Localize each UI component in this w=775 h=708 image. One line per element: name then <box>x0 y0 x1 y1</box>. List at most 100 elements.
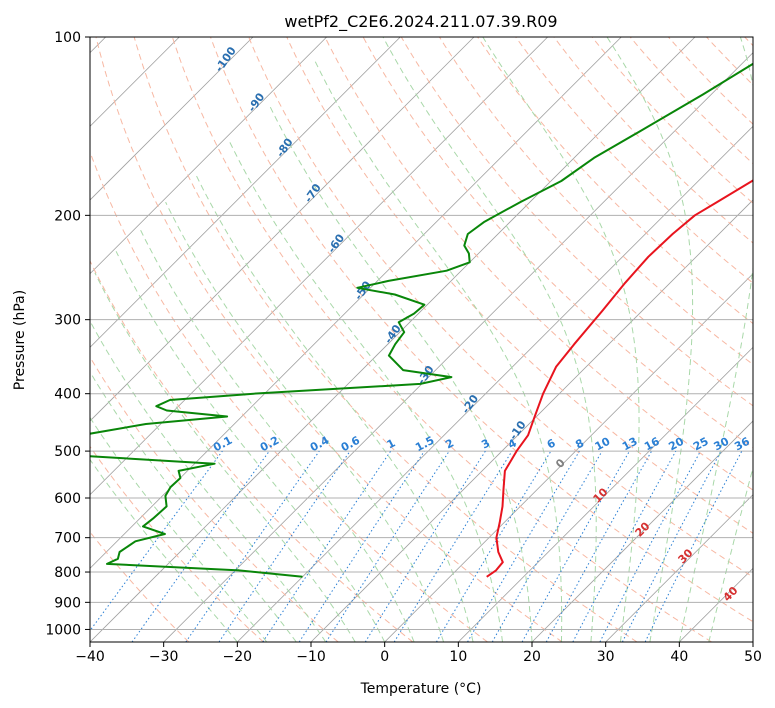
mixing-ratio-label: 25 <box>691 435 711 454</box>
mixing-ratio-line <box>572 450 677 642</box>
x-tick-label: 0 <box>380 649 389 665</box>
isotherm-line <box>90 37 622 569</box>
isotherm-line <box>384 273 753 642</box>
moist-adiabat-line <box>606 37 694 642</box>
x-tick-label: 30 <box>597 649 615 665</box>
mixing-ratio-line <box>90 450 223 632</box>
y-tick-label: 700 <box>54 531 81 547</box>
mixing-ratio-line <box>185 450 320 642</box>
x-tick-label: 10 <box>449 649 467 665</box>
lcl-temperature-label: -90 <box>245 90 267 114</box>
temperature-profile <box>486 179 753 578</box>
moist-adiabat-line <box>194 173 474 642</box>
mixing-ratio-line <box>521 450 630 642</box>
isotherm-line <box>531 420 753 642</box>
isotherm-line <box>458 346 753 642</box>
isotherm-line <box>605 494 753 642</box>
y-tick-label: 1000 <box>45 622 81 638</box>
dry-adiabat-line <box>744 37 753 47</box>
mixing-ratio-line <box>325 450 450 642</box>
dry-adiabat-line <box>90 150 488 642</box>
isotherm-line <box>752 641 753 642</box>
lcl-temperature-label: -70 <box>302 181 324 205</box>
lcl-temperature-label: -20 <box>459 392 481 416</box>
dry-adiabat-label: 10 <box>591 485 611 505</box>
moist-adiabat-line <box>94 272 356 642</box>
mixing-ratio-line <box>218 450 351 642</box>
x-axis-ticks: −40 −30 −20 −10 0 10 20 30 40 50 <box>75 642 762 665</box>
background-lines <box>90 37 753 642</box>
y-tick-label: 800 <box>54 565 81 581</box>
moist-adiabat-line <box>90 416 268 642</box>
isotherm-line <box>90 37 327 275</box>
dry-adiabat-label: 30 <box>676 546 696 566</box>
dry-adiabat-line <box>629 37 753 165</box>
moist-adiabat-line <box>90 370 297 642</box>
x-tick-label: −40 <box>75 649 105 665</box>
isotherm-line <box>679 567 753 642</box>
x-tick-label: −10 <box>296 649 326 665</box>
x-tick-label: 40 <box>670 649 688 665</box>
mixing-ratio-line <box>298 450 425 642</box>
isotherm-line <box>90 37 696 642</box>
moist-adiabat-line <box>115 251 386 642</box>
moist-adiabat-line <box>708 465 753 642</box>
x-axis-label: Temperature (°C) <box>360 681 482 697</box>
moist-adiabat-line <box>165 201 445 642</box>
mixing-ratio-label: 13 <box>620 435 640 454</box>
sounding-profiles <box>90 62 753 578</box>
y-tick-label: 400 <box>54 387 81 403</box>
moist-adiabat-line <box>139 227 415 642</box>
y-tick-label: 200 <box>54 208 81 224</box>
dewpoint-profile <box>90 62 753 578</box>
isotherm-line <box>90 37 254 201</box>
isotherm-line <box>90 37 475 422</box>
y-tick-label: 900 <box>54 595 81 611</box>
mixing-ratio-label: 8 <box>573 436 586 451</box>
isotherm-line <box>237 125 753 642</box>
lcl-temperature-label: -100 <box>212 44 239 74</box>
moist-adiabat-line <box>314 61 563 642</box>
dry-adiabat-line <box>553 37 753 244</box>
dry-adiabat-line <box>90 531 190 642</box>
moist-adiabat-line <box>90 458 238 642</box>
mixing-ratio-line <box>262 450 392 642</box>
lcl-temperature-label: -80 <box>274 136 296 160</box>
dry-adiabat-line <box>90 259 414 642</box>
mixing-ratio-label: 3 <box>479 436 492 451</box>
mixing-ratio-line <box>131 450 270 642</box>
x-tick-label: −30 <box>149 649 179 665</box>
dry-adiabat-line <box>706 37 753 86</box>
mixing-ratio-label: 30 <box>712 435 732 454</box>
mixing-ratio-line <box>644 450 743 642</box>
dry-adiabat-line <box>90 356 339 642</box>
y-tick-label: 600 <box>54 491 81 507</box>
dry-adiabat-label: 20 <box>633 519 653 539</box>
y-tick-label: 300 <box>54 313 81 329</box>
isotherm-line <box>90 37 548 496</box>
dry-adiabat-label: 0 <box>553 456 568 471</box>
plot-frame <box>89 36 754 643</box>
mixing-ratio-line <box>467 450 580 642</box>
y-tick-label: 100 <box>54 30 81 46</box>
moist-adiabat-line <box>268 104 533 642</box>
dry-adiabat-line <box>362 37 753 449</box>
mixing-ratio-label: 10 <box>593 435 613 454</box>
mixing-ratio-label: 36 <box>732 435 752 454</box>
dry-adiabat-line <box>90 445 264 642</box>
mixing-ratio-line <box>364 450 486 642</box>
chart-title: wetPf2_C2E6.2024.211.07.39.R09 <box>284 12 557 32</box>
mixing-ratio-label: 16 <box>642 435 662 454</box>
isotherm-line <box>310 199 753 642</box>
mixing-ratio-label: 1 <box>385 436 398 451</box>
mixing-ratio-label: 6 <box>545 436 558 451</box>
dry-adiabat-line <box>95 37 563 642</box>
moist-adiabat-line <box>678 37 753 642</box>
dry-adiabat-line <box>438 37 753 366</box>
x-tick-label: 50 <box>744 649 762 665</box>
y-axis-label: Pressure (hPa) <box>12 290 28 390</box>
y-axis-ticks: 100 200 300 400 500 600 700 800 900 1000 <box>45 30 90 638</box>
mixing-ratio-line <box>393 450 513 642</box>
dry-adiabat-line <box>515 37 753 284</box>
